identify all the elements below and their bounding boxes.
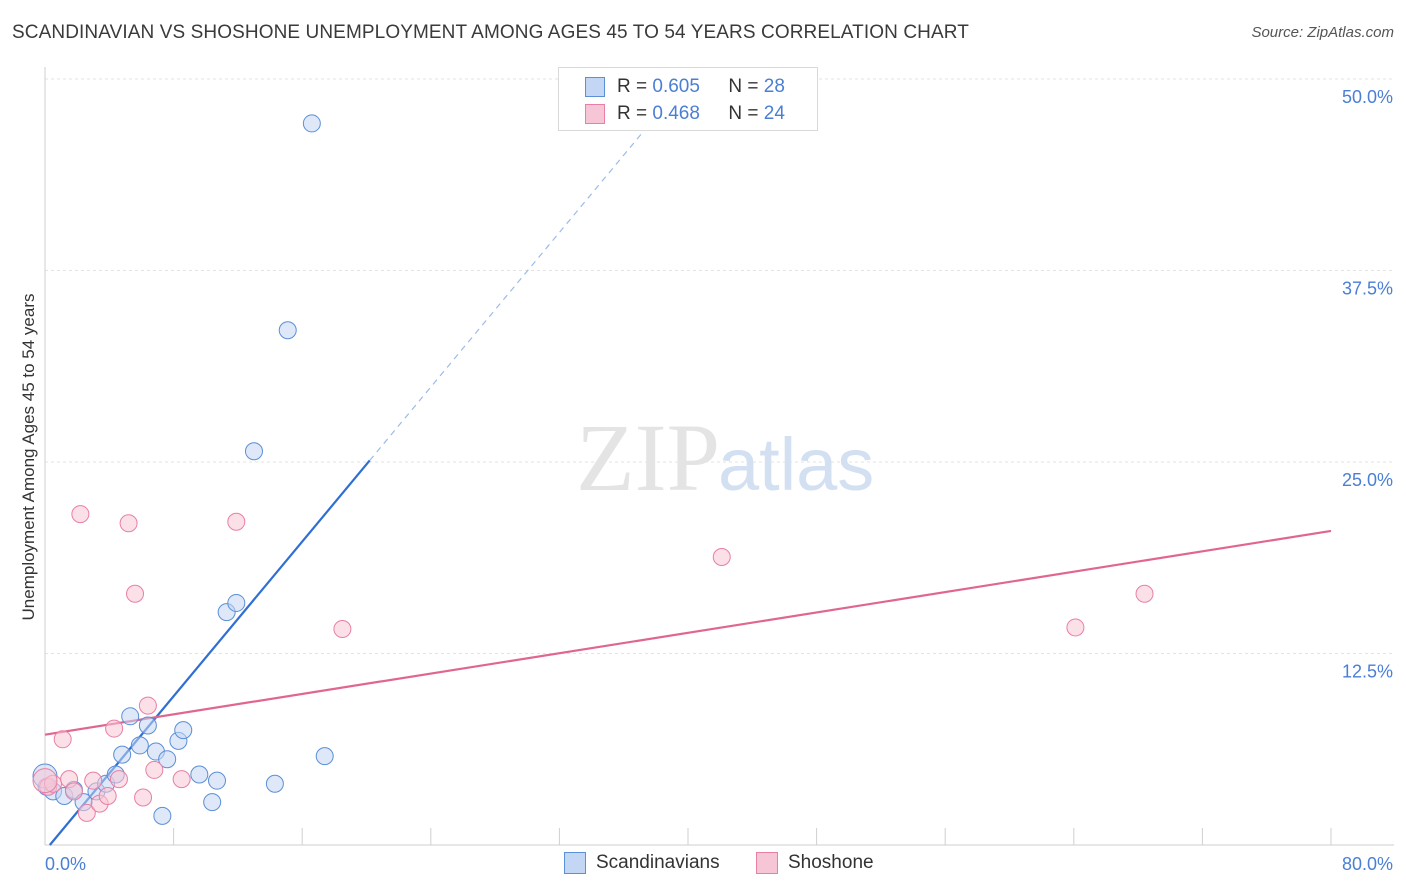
point-scandinavians <box>130 736 149 755</box>
point-scandinavians <box>138 716 157 735</box>
point-shoshone <box>172 770 191 789</box>
point-shoshone <box>98 786 117 805</box>
point-scandinavians <box>315 747 334 766</box>
point-shoshone <box>53 730 72 749</box>
legend-swatch-blue <box>564 852 586 874</box>
y-tick-label: 37.5% <box>1342 279 1393 299</box>
watermark-zip: ZIP <box>576 404 720 511</box>
point-shoshone <box>227 512 246 531</box>
point-scandinavians <box>227 593 246 612</box>
point-scandinavians <box>203 793 222 812</box>
tick-labels: 12.5% 25.0% 37.5% 50.0% 0.0% 80.0% <box>45 87 1393 874</box>
legend-r-value: 0.468 <box>652 103 700 124</box>
point-shoshone <box>84 771 103 790</box>
y-tick-label: 50.0% <box>1342 87 1393 107</box>
point-shoshone <box>64 782 83 801</box>
point-shoshone <box>333 619 352 638</box>
point-shoshone <box>712 547 731 566</box>
y-tick-label: 25.0% <box>1342 470 1393 490</box>
point-scandinavians <box>302 114 321 133</box>
axes <box>44 67 1394 846</box>
point-scandinavians <box>244 442 263 461</box>
point-scandinavians <box>174 721 193 740</box>
legend-r-value: 0.605 <box>652 76 700 97</box>
point-shoshone <box>134 788 153 807</box>
legend-n-label: N = <box>728 76 759 97</box>
legend-r-label: R = <box>617 76 648 97</box>
legend-n-value: 28 <box>763 76 785 97</box>
point-shoshone <box>1135 584 1154 603</box>
point-shoshone <box>145 760 164 779</box>
point-shoshone <box>71 505 90 524</box>
point-scandinavians <box>113 745 132 764</box>
legend-label-shoshone: Shoshone <box>788 852 874 873</box>
point-scandinavians <box>265 774 284 793</box>
legend-swatch-pink <box>585 104 605 124</box>
watermark-atlas: atlas <box>718 423 874 506</box>
legend-n-value: 24 <box>763 103 785 124</box>
x-tick-label: 80.0% <box>1342 854 1393 874</box>
point-shoshone <box>138 696 157 715</box>
point-shoshone <box>105 719 124 738</box>
correlation-legend: R = 0.605 N = 28 R = 0.468 N = 24 <box>558 67 818 131</box>
chart-title: SCANDINAVIAN VS SHOSHONE UNEMPLOYMENT AM… <box>12 22 969 43</box>
trend-line-shoshone <box>44 529 1332 736</box>
point-shoshone <box>126 584 145 603</box>
legend-r-label: R = <box>617 103 648 124</box>
chart-source: Source: ZipAtlas.com <box>1251 24 1394 41</box>
legend-label-scandinavians: Scandinavians <box>596 852 720 873</box>
x-tick-label: 0.0% <box>45 854 86 874</box>
point-shoshone <box>119 514 138 533</box>
legend-row-scandinavians: R = 0.605 N = 28 <box>585 75 785 99</box>
legend-swatch-pink <box>756 852 778 874</box>
legend-item-scandinavians[interactable]: Scandinavians <box>564 852 720 874</box>
gridlines <box>45 78 1394 654</box>
point-scandinavians <box>121 707 140 726</box>
legend-row-shoshone: R = 0.468 N = 24 <box>585 102 785 126</box>
point-shoshone <box>1066 618 1085 637</box>
legend-swatch-blue <box>585 77 605 97</box>
data-points <box>32 114 1154 825</box>
point-scandinavians <box>190 765 209 784</box>
point-scandinavians <box>158 750 177 769</box>
point-shoshone <box>109 770 128 789</box>
legend-item-shoshone[interactable]: Shoshone <box>756 852 874 874</box>
point-shoshone <box>77 803 96 822</box>
point-scandinavians <box>153 806 172 825</box>
y-tick-label: 12.5% <box>1342 662 1393 682</box>
legend-n-label: N = <box>728 103 759 124</box>
point-scandinavians <box>278 321 297 340</box>
point-scandinavians <box>208 771 227 790</box>
point-shoshone <box>32 768 58 794</box>
